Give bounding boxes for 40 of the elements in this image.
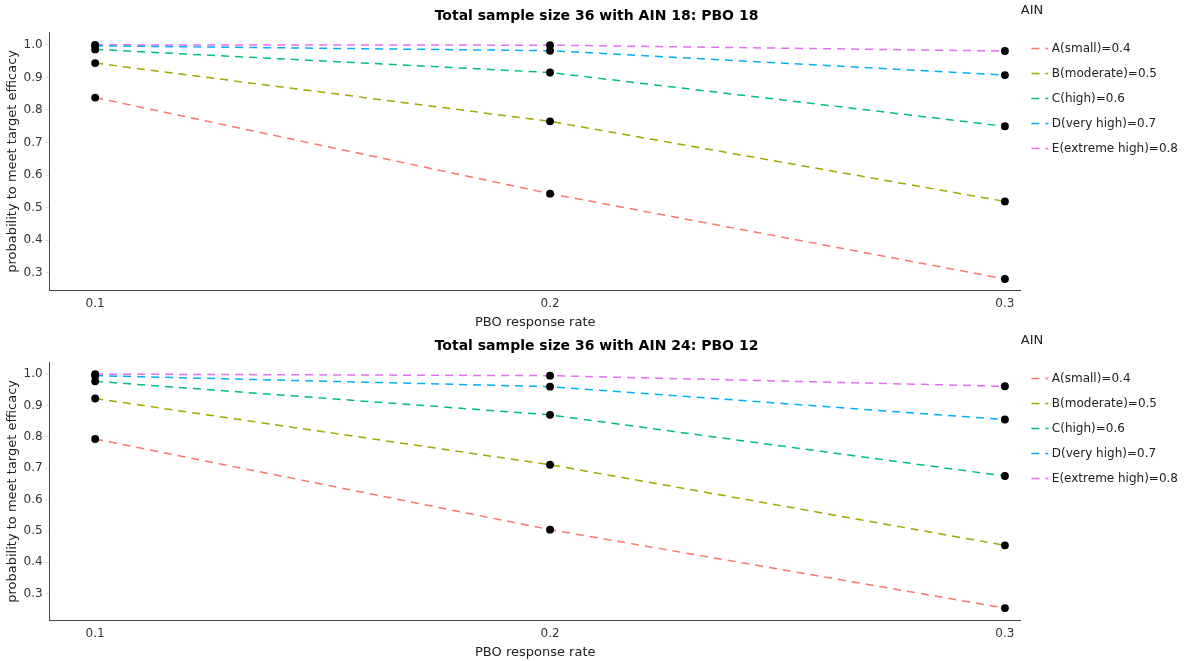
x-tick-label: 0.3	[995, 626, 1015, 641]
legend-label: C(high)=0.6	[1051, 420, 1125, 435]
legend-label: C(high)=0.6	[1051, 90, 1125, 105]
legend-title: AIN	[1020, 331, 1044, 347]
chart-title: Total sample size 36 with AIN 24: PBO 12	[434, 337, 759, 354]
y-tick-label: 0.8	[23, 428, 43, 443]
legend-label: D(very high)=0.7	[1051, 445, 1157, 460]
y-tick-label: 0.8	[23, 102, 43, 117]
legend-label: E(extreme high)=0.8	[1051, 470, 1179, 485]
legend-label: D(very high)=0.7	[1051, 115, 1157, 130]
legend-title: AIN	[1020, 1, 1044, 17]
y-tick-label: 0.3	[23, 264, 43, 279]
y-axis-title: probability to meet target efficacy	[4, 49, 20, 273]
y-tick-label: 0.7	[23, 134, 43, 149]
x-tick-label: 0.3	[995, 296, 1015, 311]
y-tick-label: 0.5	[23, 523, 43, 538]
x-tick-label: 0.1	[85, 626, 105, 641]
y-tick-label: 0.3	[23, 585, 43, 600]
legend-label: A(small)=0.4	[1051, 370, 1131, 385]
y-tick-label: 0.7	[23, 460, 43, 475]
legend-label: B(moderate)=0.5	[1051, 395, 1157, 410]
y-tick-label: 1.0	[23, 36, 43, 51]
y-tick-label: 0.4	[23, 554, 43, 569]
y-tick-label: 0.4	[23, 232, 43, 247]
legend-label: B(moderate)=0.5	[1051, 65, 1157, 80]
y-axis-title: probability to meet target efficacy	[4, 379, 20, 603]
x-axis-title: PBO response rate	[475, 313, 596, 329]
y-tick-label: 0.5	[23, 199, 43, 214]
y-tick-label: 0.9	[23, 397, 43, 412]
y-tick-label: 0.6	[23, 491, 43, 506]
y-tick-label: 1.0	[23, 366, 43, 381]
legend-label: E(extreme high)=0.8	[1051, 140, 1179, 155]
y-tick-label: 0.6	[23, 167, 43, 182]
y-tick-label: 0.9	[23, 69, 43, 84]
x-tick-label: 0.1	[85, 296, 105, 311]
chart-title: Total sample size 36 with AIN 18: PBO 18	[434, 7, 759, 24]
legend-label: A(small)=0.4	[1051, 40, 1131, 55]
x-tick-label: 0.2	[540, 296, 560, 311]
x-axis-title: PBO response rate	[475, 643, 596, 659]
x-tick-label: 0.2	[540, 626, 560, 641]
